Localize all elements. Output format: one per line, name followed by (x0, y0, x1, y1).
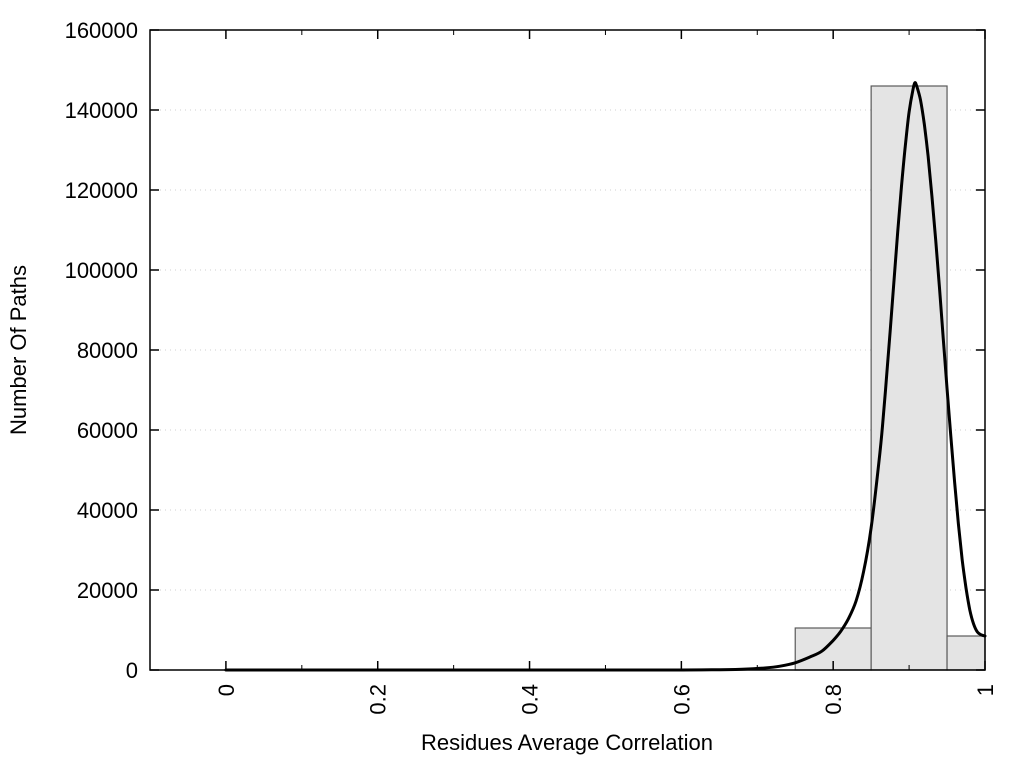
x-tick-label: 1 (973, 684, 998, 696)
y-tick-label: 0 (126, 658, 138, 683)
histogram-bar (870, 85, 948, 671)
y-tick-label: 100000 (65, 258, 138, 283)
x-tick-label: 0.2 (366, 684, 391, 715)
y-tick-label: 60000 (77, 418, 138, 443)
y-tick-label: 160000 (65, 18, 138, 43)
y-tick-label: 40000 (77, 498, 138, 523)
fit-curve (224, 81, 987, 672)
x-tick-label: 0.4 (518, 684, 543, 715)
x-tick-label: 0 (214, 684, 239, 696)
x-tick-label: 0.8 (821, 684, 846, 715)
y-tick-label: 120000 (65, 178, 138, 203)
y-tick-label: 20000 (77, 578, 138, 603)
x-axis-title: Residues Average Correlation (421, 730, 713, 755)
y-tick-label: 80000 (77, 338, 138, 363)
y-tick-label: 140000 (65, 98, 138, 123)
y-axis-title: Number Of Paths (6, 265, 31, 435)
histogram-bar (946, 635, 986, 671)
x-tick-label: 0.6 (669, 684, 694, 715)
